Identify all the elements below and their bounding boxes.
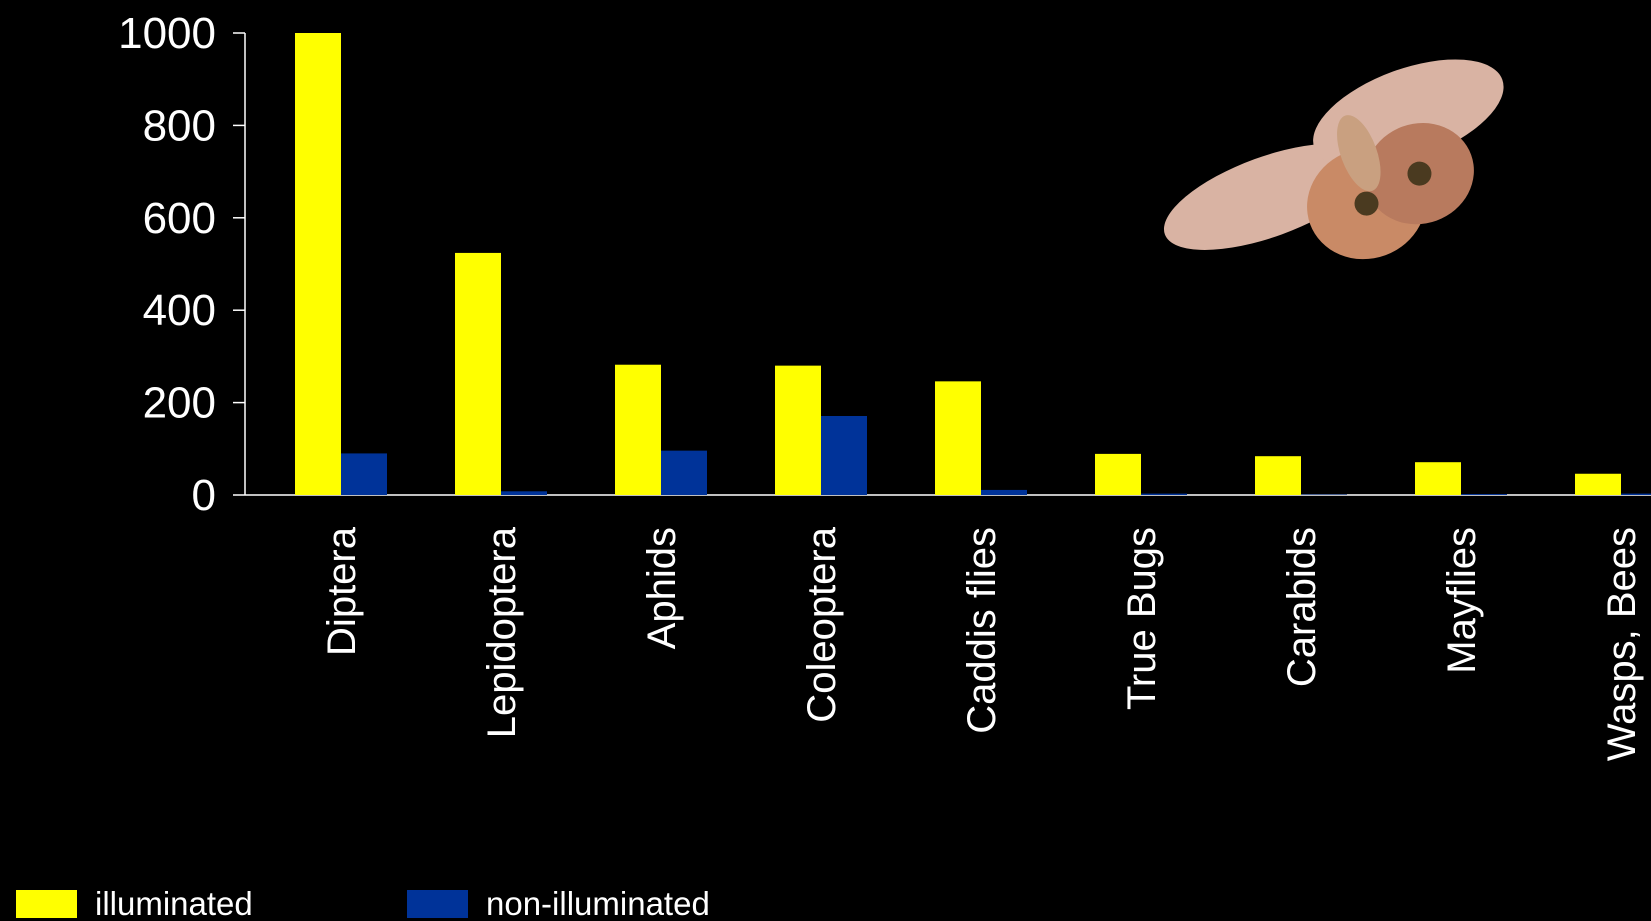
bar — [1621, 493, 1651, 495]
legend-swatch — [16, 890, 77, 918]
y-tick-label: 0 — [192, 471, 216, 520]
legend-swatch — [407, 890, 468, 918]
bar — [775, 365, 821, 495]
y-tick-label: 800 — [143, 101, 216, 150]
bar — [935, 381, 981, 495]
bar — [661, 450, 707, 495]
legend-label: non-illuminated — [486, 885, 710, 921]
bar — [981, 489, 1027, 495]
bar — [455, 252, 501, 495]
bar — [1415, 462, 1461, 495]
x-tick-label: Coleoptera — [800, 526, 844, 722]
bar — [615, 364, 661, 495]
bar — [1575, 473, 1621, 495]
x-tick-label: Carabids — [1280, 527, 1324, 687]
bar — [295, 33, 341, 495]
legend-label: illuminated — [95, 885, 253, 921]
y-tick-label: 600 — [143, 194, 216, 243]
y-tick-label: 200 — [143, 379, 216, 428]
moth-illustration — [1163, 59, 1504, 260]
x-tick-label: True Bugs — [1120, 527, 1164, 710]
x-tick-label: Lepidoptera — [480, 526, 524, 738]
y-tick-label: 400 — [143, 286, 216, 335]
bar — [1141, 493, 1187, 495]
x-tick-label: Mayflies — [1440, 527, 1484, 674]
x-tick-label: Diptera — [320, 526, 364, 656]
x-tick-label: Aphids — [640, 527, 684, 649]
bar — [1095, 453, 1141, 495]
bar — [341, 453, 387, 495]
bar — [501, 491, 547, 495]
y-tick-label: 1000 — [118, 9, 216, 58]
bar — [1461, 494, 1507, 495]
x-tick-label: Wasps, Bees — [1600, 527, 1644, 761]
bar — [1255, 456, 1301, 495]
x-tick-label: Caddis flies — [960, 527, 1004, 734]
bar — [821, 415, 867, 495]
